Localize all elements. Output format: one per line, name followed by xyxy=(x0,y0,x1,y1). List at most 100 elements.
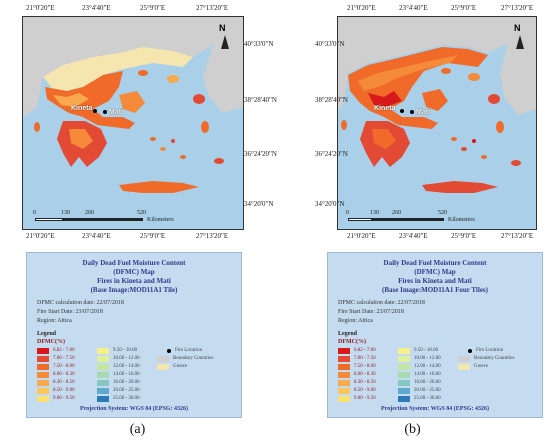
north-arrow-icon: N xyxy=(219,23,226,33)
swatch-r-3 xyxy=(97,372,109,378)
fire-location-mati xyxy=(410,110,414,114)
scale-tick-0: 0 xyxy=(346,210,349,216)
class-label-l-6: 9.00 - 9.50 xyxy=(53,396,75,401)
coord-bottom-1: 21°0'20"E xyxy=(347,232,376,240)
class-label-l-4: 8.30 - 8.50 xyxy=(53,380,75,385)
coord-top-1: 21°0'20"E xyxy=(347,4,376,12)
swatch-l-6 xyxy=(37,396,49,402)
swatch-l-5 xyxy=(37,388,49,394)
map-b: N Kineta Mati 0 130 260 520 Kilometers xyxy=(337,16,537,230)
class-label-l-5: 8.50 - 9.00 xyxy=(53,388,75,393)
legend-info-1: DFMC calculation date: 22/07/2018 xyxy=(338,300,425,306)
class-label-r-6: 25.00 - 30.00 xyxy=(113,396,140,401)
projection: Projection System: WGS 84 (EPSG: 4326) xyxy=(80,406,188,412)
legend-info-3: Region: Attica xyxy=(338,318,373,324)
fire-location-kineta xyxy=(400,109,404,113)
coord-right-2: 38°28'40"N xyxy=(244,96,277,104)
north-label: N xyxy=(219,23,226,33)
swatch-r-3 xyxy=(398,372,410,378)
class-label-r-6: 25.00 - 30.00 xyxy=(414,396,441,401)
north-arrow-shape-icon xyxy=(221,35,229,49)
class-label-l-0: 6.82 - 7.00 xyxy=(53,348,75,353)
swatch-l-5 xyxy=(338,388,350,394)
scale-tick-260: 260 xyxy=(392,210,401,216)
legend-boundary: Boundary Countries xyxy=(474,356,515,361)
class-label-r-0: 9.50 - 10.00 xyxy=(113,348,138,353)
north-label: N xyxy=(514,23,521,33)
class-label-l-0: 6.82 - 7.00 xyxy=(354,348,376,353)
map-a-svg xyxy=(23,17,243,229)
coord-bottom-2: 23°4'40"E xyxy=(399,232,428,240)
coord-right-4: 34°20'0"N xyxy=(244,200,274,208)
swatch-boundary xyxy=(157,356,169,362)
north-arrow-shape-icon xyxy=(516,35,524,49)
swatch-l-6 xyxy=(338,396,350,402)
city-mati: Mati xyxy=(416,109,430,116)
swatch-r-6 xyxy=(398,396,410,402)
swatch-r-1 xyxy=(97,356,109,362)
scale-bar-seg xyxy=(348,218,372,221)
coord-top-2: 23°4'40"E xyxy=(82,4,111,12)
swatch-r-2 xyxy=(398,364,410,370)
legend-a: Daily Dead Fuel Moisture Content (DFMC) … xyxy=(26,252,242,418)
coord-top-3: 25°9'0"E xyxy=(451,4,477,12)
coord-bottom-1: 21°0'20"E xyxy=(26,232,55,240)
coord-right-1: 40°33'0"N xyxy=(244,40,274,48)
swatch-r-0 xyxy=(398,348,410,354)
scale-bar xyxy=(35,218,143,221)
legend-title-3: Fires in Kineta and Mati xyxy=(398,277,472,285)
swatch-l-2 xyxy=(37,364,49,370)
class-label-r-4: 16.00 - 20.00 xyxy=(113,380,140,385)
north-arrow-icon: N xyxy=(514,23,521,33)
swatch-l-3 xyxy=(37,372,49,378)
coord-left-2: 38°28'40"N xyxy=(315,96,348,104)
city-kineta: Kineta xyxy=(71,105,93,112)
class-label-l-6: 9.00 - 9.50 xyxy=(354,396,376,401)
legend-title-3: Fires in Kineta and Mati xyxy=(97,277,171,285)
map-b-svg xyxy=(338,17,536,229)
class-label-l-1: 7.00 - 7.50 xyxy=(354,356,376,361)
panel-a: 21°0'20"E 23°4'40"E 25°9'0"E 27°13'20"E xyxy=(22,4,277,437)
scale-tick-520: 520 xyxy=(137,210,146,216)
legend-title-1: Daily Dead Fuel Moisture Content xyxy=(82,259,186,267)
fire-location-icon xyxy=(167,349,171,353)
class-label-l-2: 7.50 - 8.00 xyxy=(53,364,75,369)
class-label-r-3: 14.00 - 16.00 xyxy=(414,372,441,377)
legend-info-1: DFMC calculation date: 22/07/2018 xyxy=(37,300,124,306)
fire-location-icon xyxy=(468,349,472,353)
projection: Projection System: WGS 84 (EPSG: 4326) xyxy=(381,406,489,412)
swatch-l-4 xyxy=(338,380,350,386)
coord-bottom-4: 27°13'20"E xyxy=(196,232,229,240)
legend-label: Legend xyxy=(338,331,358,337)
coord-bottom-4: 27°13'20"E xyxy=(501,232,534,240)
map-a: N Kineta Mati 0 130 260 520 Kilometers xyxy=(22,16,244,230)
coord-right-3: 36°24'20"N xyxy=(244,150,277,158)
caption-b: (b) xyxy=(404,422,421,437)
coord-bottom-3: 25°9'0"E xyxy=(451,232,477,240)
scale-unit: Kilometers xyxy=(448,217,475,223)
class-label-r-1: 10.00 - 12.00 xyxy=(113,356,140,361)
swatch-l-4 xyxy=(37,380,49,386)
class-label-r-1: 10.00 - 12.00 xyxy=(414,356,441,361)
scale-bar-seg xyxy=(35,218,63,221)
city-kineta: Kineta xyxy=(374,105,396,112)
swatch-r-0 xyxy=(97,348,109,354)
legend-greece: Greece xyxy=(474,364,489,369)
swatch-r-6 xyxy=(97,396,109,402)
panel-b: 21°0'20"E 23°4'40"E 25°9'0"E 27°13'20"E xyxy=(275,0,550,445)
coord-top-3: 25°9'0"E xyxy=(140,4,166,12)
swatch-r-1 xyxy=(398,356,410,362)
legend-title-1: Daily Dead Fuel Moisture Content xyxy=(383,259,487,267)
class-label-l-1: 7.00 - 7.50 xyxy=(53,356,75,361)
class-label-l-5: 8.50 - 9.00 xyxy=(354,388,376,393)
class-label-l-4: 8.30 - 8.50 xyxy=(354,380,376,385)
scale-tick-260: 260 xyxy=(85,210,94,216)
legend-greece: Greece xyxy=(173,364,188,369)
fire-location-kineta xyxy=(93,109,97,113)
scale-tick-0: 0 xyxy=(33,210,36,216)
class-label-r-5: 20.00 - 25.00 xyxy=(113,388,140,393)
swatch-greece xyxy=(157,364,169,370)
class-label-r-5: 20.00 - 25.00 xyxy=(414,388,441,393)
swatch-l-0 xyxy=(338,348,350,354)
legend-label: Legend xyxy=(37,331,57,337)
